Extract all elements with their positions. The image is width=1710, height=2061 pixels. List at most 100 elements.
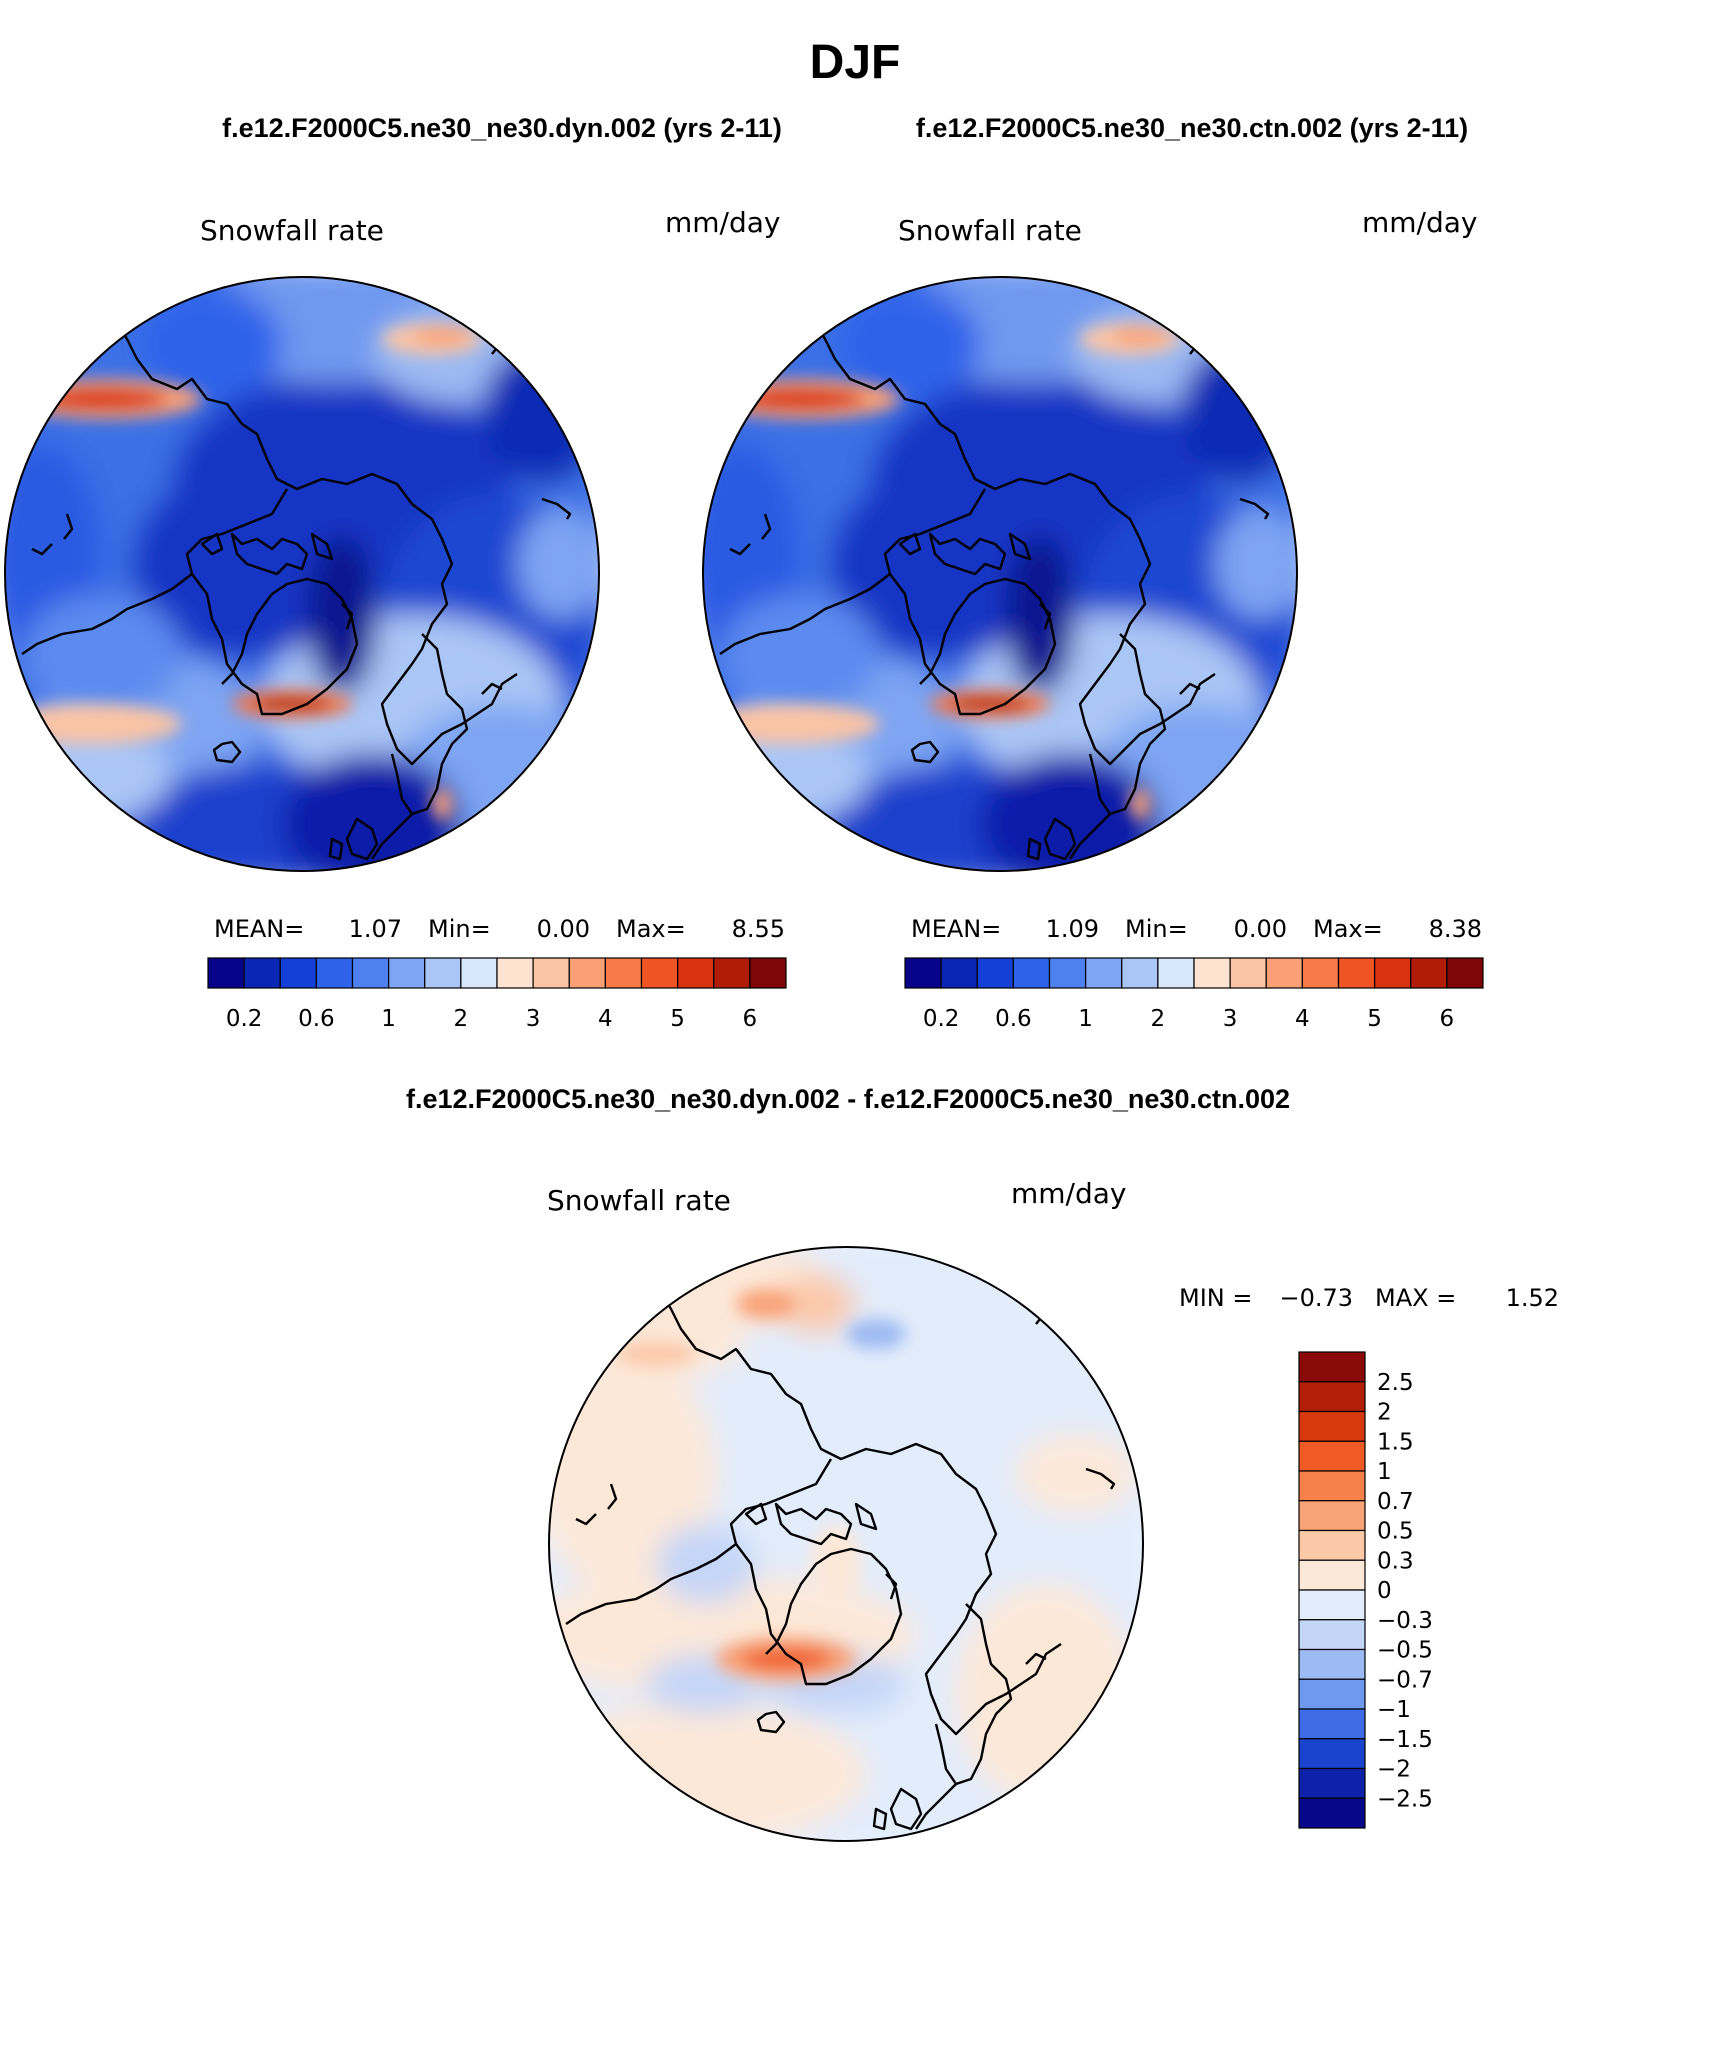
colorbar-diff-tick-label: 1.5 bbox=[1377, 1429, 1414, 1455]
colorbar-ctn-swatch bbox=[976, 957, 1014, 989]
colorbar-dyn-tick-label: 4 bbox=[598, 1006, 613, 1032]
panel-ctn: Snowfall rate mm/day MEAN= 1.09 Min= 0.0… bbox=[680, 206, 1484, 1032]
colorbar-diff-swatch bbox=[1298, 1648, 1366, 1680]
colorbar-dyn-swatch bbox=[351, 957, 390, 989]
colorbar-ctn-swatch bbox=[1410, 957, 1448, 989]
panel-ctn-map bbox=[680, 264, 1310, 894]
panel-diff-units: mm/day bbox=[1011, 1177, 1127, 1210]
colorbar-dyn-swatch bbox=[640, 957, 679, 989]
panel-diff-min-label: MIN = bbox=[1179, 1284, 1252, 1312]
panel-dyn: Snowfall rate mm/day MEAN= 1.07 Min= 0.0… bbox=[0, 206, 787, 1032]
colorbar-diff-swatch bbox=[1298, 1500, 1366, 1532]
colorbar-dyn-swatch bbox=[496, 957, 534, 989]
panel-ctn-mean-label: MEAN= bbox=[911, 915, 1001, 943]
colorbar-ctn-swatch bbox=[1265, 957, 1303, 989]
colorbar-dyn-tick-label: 0.6 bbox=[298, 1006, 335, 1032]
colorbar-ctn: 0.2 0.6 1 2 3 4 5 6 bbox=[904, 957, 1484, 1032]
colorbar-ctn-tick-label: 6 bbox=[1440, 1006, 1455, 1032]
colorbar-ctn-tick-label: 4 bbox=[1295, 1006, 1310, 1032]
colorbar-diff-swatch bbox=[1298, 1708, 1366, 1740]
panel-diff-map bbox=[549, 1247, 1143, 1841]
panel-diff: Snowfall rate mm/day bbox=[547, 1177, 1559, 1842]
panel-diff-max-label: MAX = bbox=[1375, 1284, 1456, 1312]
colorbar-dyn-tick-label: 3 bbox=[526, 1006, 541, 1032]
colorbar-ctn-tick-label: 5 bbox=[1367, 1006, 1382, 1032]
panel-ctn-max-label: Max= bbox=[1313, 915, 1383, 943]
colorbar-dyn-swatch bbox=[460, 957, 498, 989]
colorbar-diff-swatch bbox=[1298, 1589, 1366, 1621]
panel-diff-min-value: −0.73 bbox=[1279, 1284, 1353, 1312]
colorbar-ctn-swatch bbox=[1374, 957, 1412, 989]
colorbar-diff-tick-label: −0.7 bbox=[1377, 1667, 1433, 1693]
colorbar-diff-swatch bbox=[1298, 1559, 1366, 1591]
panel-dyn-mean-value: 1.07 bbox=[349, 915, 402, 943]
colorbar-diff-tick-label: −2.5 bbox=[1377, 1786, 1433, 1812]
colorbar-ctn-swatch bbox=[904, 957, 942, 989]
colorbar-diff-tick-label: −1.5 bbox=[1377, 1727, 1433, 1753]
colorbar-dyn: 0.2 0.6 1 2 3 4 5 6 bbox=[207, 957, 787, 1032]
colorbar-dyn-swatch bbox=[207, 957, 245, 989]
colorbar-diff-swatch bbox=[1298, 1797, 1366, 1829]
panel-dyn-units: mm/day bbox=[665, 206, 781, 239]
colorbar-ctn-swatch bbox=[1301, 957, 1340, 989]
panel-diff-map-border bbox=[548, 1246, 1144, 1842]
colorbar-diff-tick-label: −0.5 bbox=[1377, 1638, 1433, 1664]
colorbar-ctn-tick-label: 2 bbox=[1151, 1006, 1166, 1032]
colorbar-diff-tick-label: 1 bbox=[1377, 1459, 1392, 1485]
colorbar-ctn-tick-label: 0.2 bbox=[923, 1006, 960, 1032]
panel-dyn-min-label: Min= bbox=[428, 915, 491, 943]
panel-dyn-min-value: 0.00 bbox=[537, 915, 590, 943]
colorbar-diff-tick-label: −2 bbox=[1377, 1757, 1411, 1783]
colorbar-dyn-swatch bbox=[388, 957, 426, 989]
colorbar-diff-tick-label: 2 bbox=[1377, 1400, 1392, 1426]
top-caption-right: f.e12.F2000C5.ne30_ne30.ctn.002 (yrs 2-1… bbox=[916, 113, 1468, 143]
panel-ctn-max-value: 8.38 bbox=[1429, 915, 1482, 943]
colorbar-dyn-swatch bbox=[568, 957, 606, 989]
panel-dyn-variable: Snowfall rate bbox=[200, 214, 384, 247]
panel-ctn-variable: Snowfall rate bbox=[898, 214, 1082, 247]
colorbar-diff-tick-label: 0 bbox=[1377, 1578, 1392, 1604]
panel-ctn-min-label: Min= bbox=[1125, 915, 1188, 943]
colorbar-dyn-swatch bbox=[424, 957, 462, 989]
colorbar-diff-tick-label: −1 bbox=[1377, 1697, 1411, 1723]
colorbar-diff-swatch bbox=[1298, 1381, 1366, 1413]
colorbar-dyn-tick-label: 1 bbox=[381, 1006, 396, 1032]
panel-dyn-mean-label: MEAN= bbox=[214, 915, 304, 943]
colorbar-dyn-swatch bbox=[532, 957, 570, 989]
panel-dyn-map bbox=[0, 264, 612, 894]
panel-ctn-mean-value: 1.09 bbox=[1046, 915, 1099, 943]
colorbar-diff-tick-label: 2.5 bbox=[1377, 1370, 1414, 1396]
panel-dyn-max-label: Max= bbox=[616, 915, 686, 943]
colorbar-dyn-tick-label: 0.2 bbox=[226, 1006, 263, 1032]
colorbar-diff-swatch bbox=[1298, 1619, 1366, 1651]
colorbar-ctn-tick-label: 1 bbox=[1078, 1006, 1093, 1032]
colorbar-diff-swatch bbox=[1298, 1470, 1366, 1502]
colorbar-ctn-swatch bbox=[1012, 957, 1051, 989]
colorbar-dyn-swatch bbox=[243, 957, 281, 989]
colorbar-ctn-swatch bbox=[1446, 957, 1484, 989]
colorbar-dyn-tick-label: 5 bbox=[670, 1006, 685, 1032]
colorbar-diff-swatch bbox=[1298, 1678, 1366, 1710]
colorbar-ctn-tick-label: 0.6 bbox=[995, 1006, 1032, 1032]
colorbar-diff-tick-label: 0.3 bbox=[1377, 1548, 1414, 1574]
colorbar-dyn-swatch bbox=[713, 957, 751, 989]
colorbar-diff-swatch bbox=[1298, 1440, 1366, 1472]
diff-caption: f.e12.F2000C5.ne30_ne30.dyn.002 - f.e12.… bbox=[406, 1084, 1290, 1114]
colorbar-dyn-swatch bbox=[604, 957, 643, 989]
colorbar-diff: 2.5 2 1.5 1 0.7 0.5 0.3 0 −0.3 −0.5 −0.7 −1 −1.5 −2 −2… bbox=[1298, 1351, 1433, 1829]
colorbar-diff-swatch bbox=[1298, 1767, 1366, 1799]
colorbar-ctn-swatch bbox=[1337, 957, 1376, 989]
colorbar-diff-tick-label: 0.7 bbox=[1377, 1489, 1414, 1515]
colorbar-diff-swatch bbox=[1298, 1351, 1366, 1383]
colorbar-diff-swatch bbox=[1298, 1738, 1366, 1770]
colorbar-ctn-swatch bbox=[1157, 957, 1195, 989]
colorbar-dyn-tick-label: 2 bbox=[454, 1006, 469, 1032]
panel-dyn-max-value: 8.55 bbox=[732, 915, 785, 943]
season-title: DJF bbox=[810, 36, 901, 89]
colorbar-diff-tick-label: 0.5 bbox=[1377, 1519, 1414, 1545]
colorbar-ctn-tick-label: 3 bbox=[1223, 1006, 1238, 1032]
colorbar-diff-swatch bbox=[1298, 1529, 1366, 1561]
colorbar-ctn-swatch bbox=[1048, 957, 1087, 989]
colorbar-dyn-swatch bbox=[279, 957, 317, 989]
